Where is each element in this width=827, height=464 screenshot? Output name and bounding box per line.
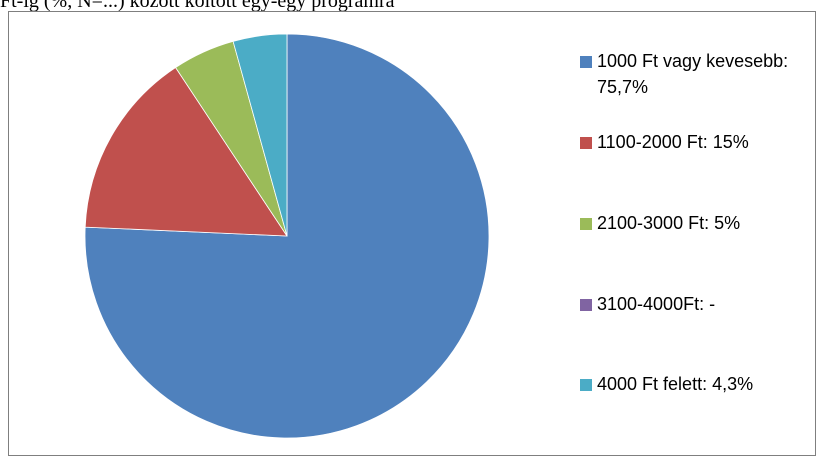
legend-swatch [580,218,592,230]
legend-label: 1000 Ft vagy kevesebb: 75,7% [597,51,789,97]
legend-swatch [580,137,592,149]
top-caption: Ft-ig (%, N=...) között költött egy-egy … [0,0,395,11]
pie-slice-4000-ft-felett [232,33,288,237]
pie-chart [84,33,490,439]
legend-label: 3100-4000Ft: - [597,294,716,314]
pie-slice-1100-2000-ft [84,66,288,237]
legend-label: 1100-2000 Ft: 15% [597,132,749,152]
legend-label: 2100-3000 Ft: 5% [597,213,741,233]
legend-swatch [580,379,592,391]
legend-swatch [580,56,592,68]
legend-label: 4000 Ft felett: 4,3% [597,374,754,394]
chart-frame: 1000 Ft vagy kevesebb: 75,7% 1100-2000 F… [8,11,816,456]
legend-swatch [580,299,592,311]
